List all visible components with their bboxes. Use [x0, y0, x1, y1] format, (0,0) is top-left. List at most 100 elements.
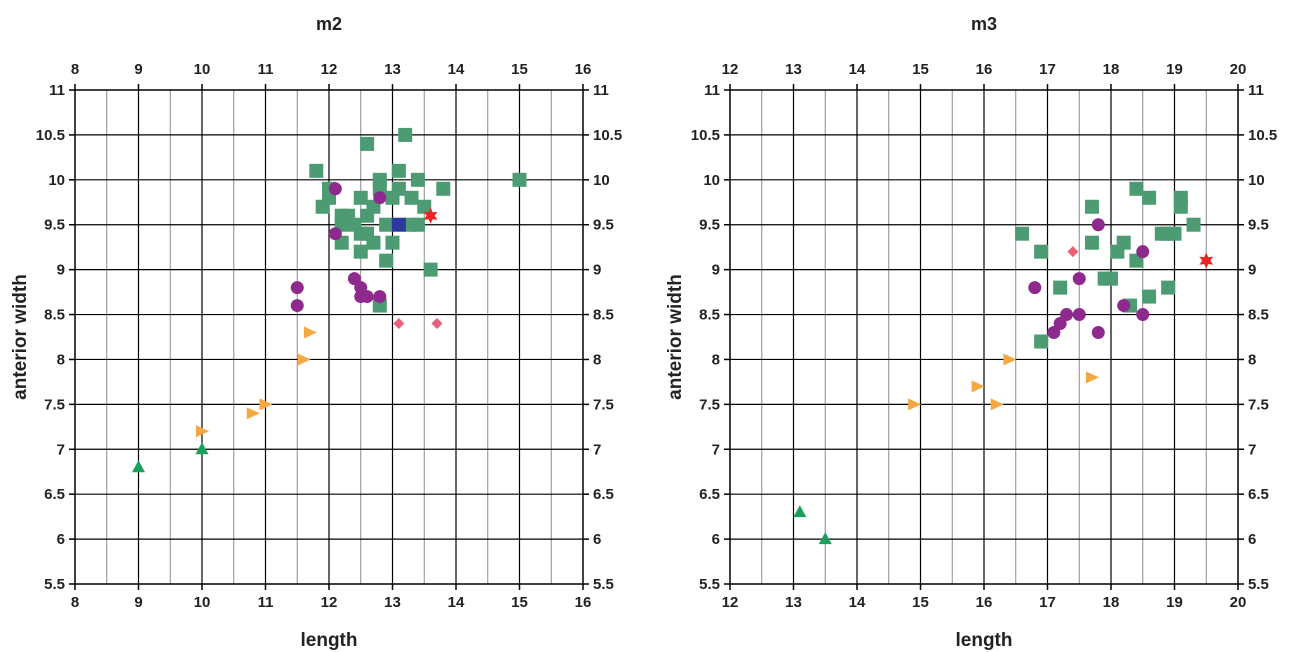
data-point-square	[1084, 235, 1099, 250]
data-point-square	[1084, 199, 1099, 214]
data-point-triangle-right	[1085, 371, 1099, 384]
y-tick-label-right: 11	[593, 82, 609, 99]
data-point-triangle-right	[1003, 353, 1017, 366]
chart-m3: 12 12 13 13 14 14 15 15 16 16 17 17 18 18 19 19 20 20 5.5 5…	[655, 0, 1309, 652]
y-tick-label: 8.5	[699, 307, 720, 324]
grid	[75, 90, 583, 584]
y-tick-label-right: 5.5	[1248, 576, 1269, 593]
y-axis-label: anterior width	[665, 274, 686, 400]
y-tick-label-right: 8.5	[1248, 307, 1269, 324]
data-point-square	[353, 244, 368, 259]
data-point-triangle-right	[990, 398, 1004, 411]
y-tick-label: 10	[48, 172, 65, 189]
x-tick-label-top: 12	[321, 61, 338, 78]
data-point-square	[1034, 244, 1049, 259]
series-square	[391, 217, 406, 232]
y-tick-label-right: 7.5	[1248, 396, 1269, 413]
series-circle	[1028, 218, 1150, 340]
data-point-square	[417, 199, 432, 214]
data-point-circle	[373, 290, 387, 304]
y-tick-label-right: 9	[593, 262, 601, 279]
y-tick-label-right: 9.5	[1248, 217, 1269, 234]
data-point-triangle-right	[303, 326, 317, 339]
data-point-square	[436, 181, 451, 196]
y-tick-label: 6	[712, 531, 720, 548]
data-point-square	[366, 235, 381, 250]
data-point-square	[1053, 280, 1068, 295]
grid	[730, 90, 1238, 584]
data-point-square	[410, 217, 425, 232]
series-star	[423, 207, 438, 224]
chart-title: m3	[971, 14, 997, 34]
y-tick-label-right: 9	[1248, 262, 1256, 279]
x-tick-label-top: 15	[912, 61, 929, 78]
data-point-triangle-right	[196, 425, 209, 438]
y-tick-label-right: 6.5	[1248, 486, 1269, 503]
y-tick-label: 10.5	[691, 127, 720, 144]
series-triangle-up	[132, 442, 209, 473]
series-triangle-up	[793, 505, 832, 545]
x-tick-label: 9	[134, 594, 142, 611]
data-point-square	[379, 217, 394, 232]
data-point-circle	[373, 191, 387, 205]
x-tick-label: 19	[1166, 594, 1183, 611]
x-tick-label-top: 8	[71, 61, 79, 78]
data-point-star	[1199, 252, 1214, 269]
data-point-square	[410, 172, 425, 187]
y-tick-label: 5.5	[44, 576, 65, 593]
y-tick-label-right: 9.5	[593, 217, 614, 234]
x-tick-label: 15	[511, 594, 528, 611]
x-tick-label: 13	[384, 594, 401, 611]
x-tick-label-top: 20	[1230, 61, 1247, 78]
data-point-triangle-up	[793, 505, 807, 518]
data-point-triangle-up	[818, 532, 832, 545]
y-axis-label: anterior width	[10, 274, 31, 400]
y-tick-label: 6.5	[44, 486, 65, 503]
data-point-diamond	[1067, 246, 1079, 258]
data-point-triangle-right	[259, 398, 273, 411]
y-tick-label-right: 8	[1248, 351, 1256, 368]
data-point-circle	[354, 281, 368, 295]
data-point-square	[1167, 226, 1182, 241]
x-tick-label: 14	[448, 594, 465, 611]
y-tick-label: 9	[57, 262, 65, 279]
y-tick-label: 9	[712, 262, 720, 279]
y-tick-label-right: 11	[1248, 82, 1264, 99]
x-tick-label: 20	[1230, 594, 1247, 611]
y-tick-label-right: 8	[593, 351, 601, 368]
data-point-circle	[1136, 308, 1150, 322]
series-square	[309, 127, 527, 313]
y-tick-label-right: 5.5	[593, 576, 614, 593]
x-tick-label-top: 18	[1103, 61, 1120, 78]
data-point-circle	[1072, 308, 1086, 322]
chart-title: m2	[316, 14, 342, 34]
data-point-circle	[1072, 272, 1086, 286]
x-axis-label: length	[301, 630, 358, 651]
x-axis-label: length	[956, 630, 1013, 651]
data-point-square	[423, 262, 438, 277]
y-tick-label-right: 6	[593, 531, 601, 548]
y-tick-label-right: 6.5	[593, 486, 614, 503]
data-point-triangle-right	[908, 398, 922, 411]
y-tick-label-right: 10	[593, 172, 610, 189]
x-tick-label: 12	[321, 594, 338, 611]
data-point-square	[315, 199, 330, 214]
y-tick-label: 6.5	[699, 486, 720, 503]
y-tick-label: 9.5	[699, 217, 720, 234]
x-tick-label-top: 10	[194, 61, 211, 78]
y-tick-label: 6	[57, 531, 65, 548]
data-point-circle	[290, 299, 304, 313]
y-tick-label: 10	[703, 172, 720, 189]
y-tick-label: 7.5	[44, 396, 65, 413]
data-point-star	[423, 207, 438, 224]
data-point-triangle-right	[971, 380, 985, 393]
data-point-square	[391, 181, 406, 196]
y-tick-label: 11	[704, 82, 720, 99]
x-tick-label-top: 13	[384, 61, 401, 78]
data-point-square	[1129, 181, 1144, 196]
y-tick-label: 7	[57, 441, 65, 458]
data-point-square	[1161, 280, 1176, 295]
